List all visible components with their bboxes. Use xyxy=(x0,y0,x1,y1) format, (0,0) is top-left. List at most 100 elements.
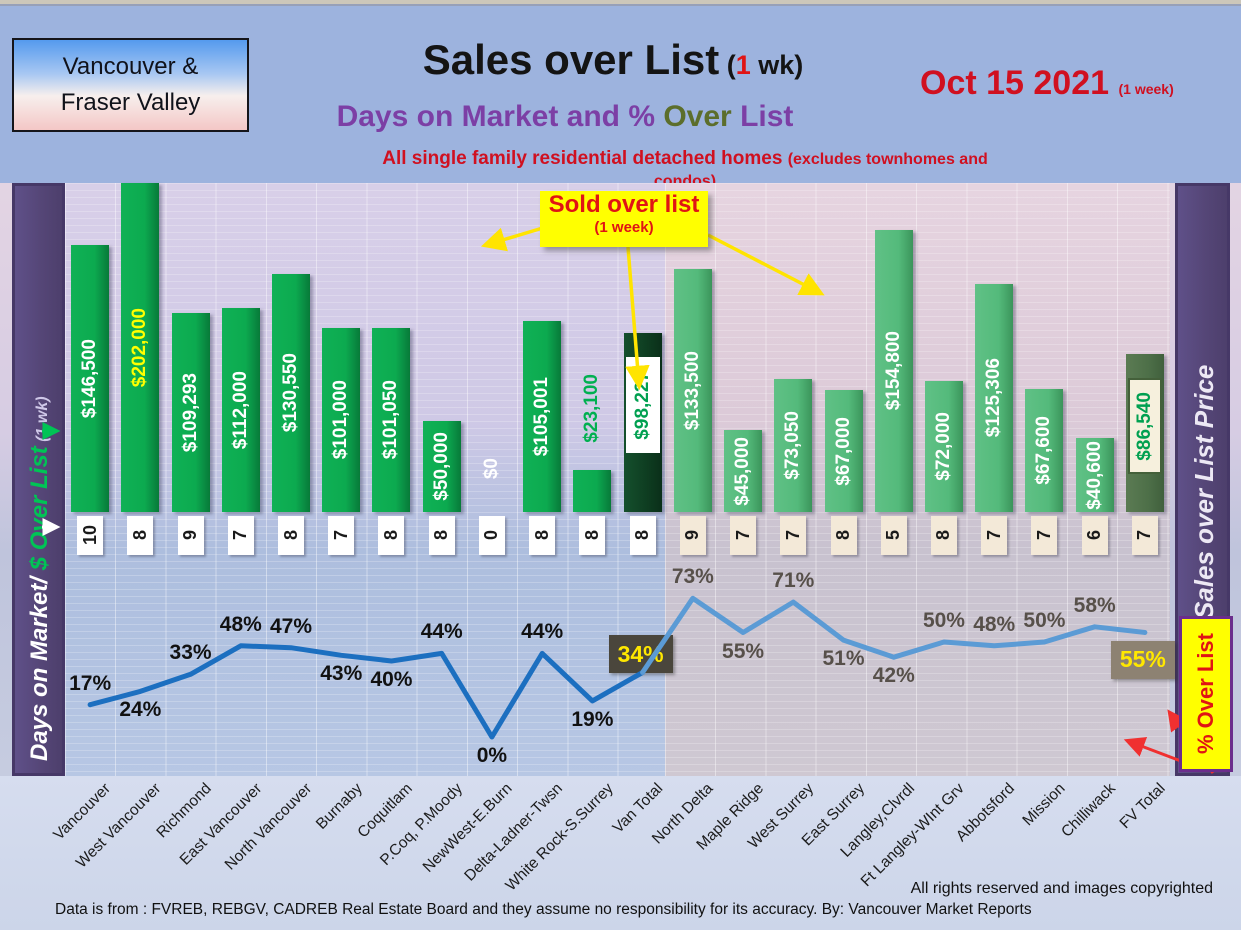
pct-value-label: 44% xyxy=(420,620,463,644)
day-value: 8 xyxy=(428,516,455,555)
bar-value-label: $0 xyxy=(480,458,502,480)
pct-value-label: 42% xyxy=(872,664,915,688)
bar-value-box: $98,227 xyxy=(625,357,660,453)
bar-P.Coq, P.Moody xyxy=(422,421,461,512)
data-source-note: Data is from : FVREB, REBGV, CADREB Real… xyxy=(55,901,1032,918)
bar-value-label: $40,600 xyxy=(1083,440,1105,510)
pct-value-label: 71% xyxy=(772,569,815,593)
page-title: Sales over List (1 wk) xyxy=(422,36,804,83)
bar-value-label: $67,600 xyxy=(1033,416,1055,485)
pct-value-box: 34% xyxy=(608,635,673,674)
pct-value-label: 48% xyxy=(219,612,262,636)
bar-Langley,Clvrdl xyxy=(874,230,913,512)
bar-value-label: $146,500 xyxy=(79,338,101,419)
bar-value-label: $112,000 xyxy=(229,370,251,450)
day-value: 7 xyxy=(1131,516,1158,555)
pct-over-list-label: % Over List xyxy=(1193,633,1218,755)
bar-value-label: $67,000 xyxy=(832,416,854,486)
bar-Coquitlam xyxy=(372,328,411,512)
bar-Delta-Ladner-Twsn xyxy=(523,321,562,512)
category-label: NewWest-E.Burn xyxy=(420,780,516,876)
pct-value-label: 47% xyxy=(270,614,313,638)
bar-Chilliwack xyxy=(1075,438,1114,512)
report-date: Oct 15 2021 (1 week) xyxy=(920,64,1174,102)
copyright-note: All rights reserved and images copyright… xyxy=(910,880,1213,897)
callout-line2: (1 week) xyxy=(594,219,654,236)
bottom-area xyxy=(0,776,1241,930)
day-value: 6 xyxy=(1081,516,1108,555)
category-label: FV Total xyxy=(1116,780,1169,833)
bar-value-label: $109,293 xyxy=(179,372,201,453)
bars-layer: $146,500 10 17% $202,000 8 24% $109,293 9 33% $11… xyxy=(0,183,1241,776)
category-label: Chilliwack xyxy=(1057,780,1119,841)
bar-value-label: $105,001 xyxy=(531,376,553,457)
day-value: 7 xyxy=(981,516,1008,555)
pct-value-label: 73% xyxy=(671,565,714,589)
pct-value-label: 17% xyxy=(69,671,112,695)
bar-Abbotsford xyxy=(975,284,1014,512)
day-value: 0 xyxy=(478,516,505,555)
pct-value-label: 24% xyxy=(119,698,162,722)
bar-value-label: $101,050 xyxy=(380,380,402,460)
bar-Maple Ridge xyxy=(724,430,763,512)
bar-Richmond xyxy=(171,313,210,512)
bar-Ft Langley-WInt Grv xyxy=(924,381,963,512)
region-line1: Vancouver & xyxy=(62,53,199,80)
bar-value-label: $133,500 xyxy=(681,350,703,431)
category-axis: Vancouver West Vancouver Richmond East Vanc… xyxy=(0,780,1241,894)
day-value: 5 xyxy=(880,516,907,555)
sold-over-list-callout: Sold over list (1 week) xyxy=(540,191,708,247)
chart-area: Days on Market/ $ Over List (1 wk) Sales… xyxy=(0,183,1241,776)
bar-value-label: $23,100 xyxy=(581,373,603,443)
day-value: 8 xyxy=(930,516,957,555)
bar-value-label: $101,000 xyxy=(330,380,352,460)
day-value: 7 xyxy=(227,516,254,555)
bar-value-label: $154,800 xyxy=(882,331,904,411)
day-value: 8 xyxy=(579,516,606,555)
bar-Vancouver xyxy=(71,245,110,512)
pct-value-label: 33% xyxy=(169,641,212,665)
bar-White Rock-S.Surrey xyxy=(573,470,612,512)
top-strip xyxy=(0,0,1241,6)
callout-line1: Sold over list xyxy=(548,191,700,218)
bar-East Surrey xyxy=(824,390,863,512)
bar-Mission xyxy=(1025,389,1064,512)
pct-value-label: 19% xyxy=(571,707,614,731)
bar-value-box: $86,540 xyxy=(1127,378,1162,474)
pct-value-label: 40% xyxy=(370,668,413,691)
day-value: 8 xyxy=(629,516,656,555)
bar-West Vancouver xyxy=(121,183,160,512)
bar-value-label: $72,000 xyxy=(932,412,954,481)
bar-East Vancouver xyxy=(221,308,260,512)
title-period-suffix: (1 wk) xyxy=(719,50,804,80)
day-value: 9 xyxy=(177,516,204,555)
left-axis-bar: Days on Market/ $ Over List (1 wk) xyxy=(12,183,65,776)
day-value: 7 xyxy=(328,516,355,555)
bar-value-label: $50,000 xyxy=(430,432,452,501)
day-value: 8 xyxy=(529,516,556,555)
day-value: 7 xyxy=(730,516,757,555)
day-value: 10 xyxy=(77,516,104,555)
pct-value-label: 0% xyxy=(476,744,508,767)
pct-value-label: 55% xyxy=(722,639,765,663)
bar-North Vancouver xyxy=(272,274,311,512)
page-subtitle: Days on Market and % Over List xyxy=(336,100,794,133)
bar-value-label: $73,050 xyxy=(782,411,804,480)
day-value: 9 xyxy=(679,516,706,555)
pct-value-box: 55% xyxy=(1110,640,1175,679)
day-value: 7 xyxy=(1031,516,1058,555)
bar-value-label: $45,000 xyxy=(732,436,754,506)
day-value: 7 xyxy=(780,516,807,555)
day-value: 8 xyxy=(378,516,405,555)
pct-value-label: 58% xyxy=(1073,593,1116,617)
day-value: 8 xyxy=(278,516,305,555)
bar-value-label: $125,306 xyxy=(983,358,1005,438)
bar-West Surrey xyxy=(774,379,813,512)
category-label: Mission xyxy=(1019,780,1069,830)
region-box: Vancouver & Fraser Valley xyxy=(12,38,249,132)
pct-over-list-box: % Over List xyxy=(1179,616,1233,772)
region-line2: Fraser Valley xyxy=(60,89,201,116)
bar-value-label: $202,000 xyxy=(129,307,151,388)
category-label: North Vancouver xyxy=(221,780,316,874)
